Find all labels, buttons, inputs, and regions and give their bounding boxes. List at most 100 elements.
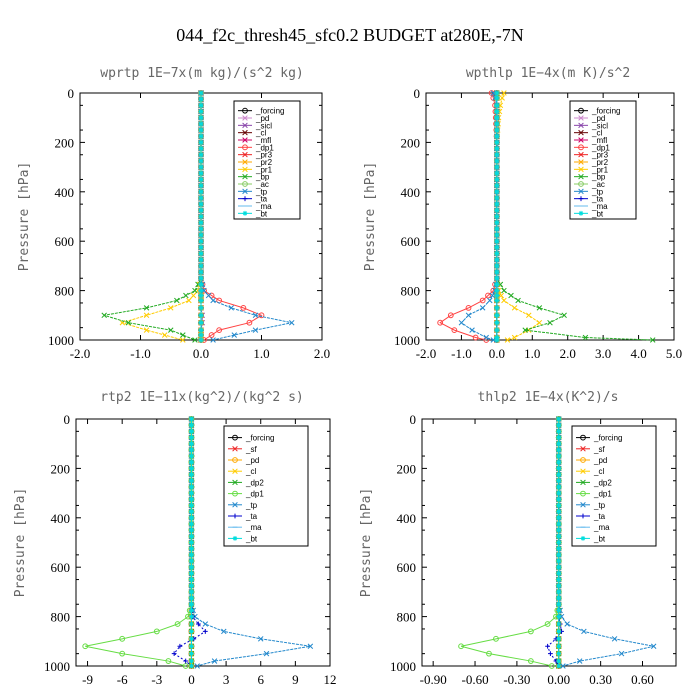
x-tick-label: -1.0 [451,346,472,361]
plot-frame [75,418,331,667]
series-marker [581,628,587,635]
series-marker [494,298,500,303]
series-marker [490,90,497,96]
panel-title: rtp2 1E−11x(kg^2)/(kg^2 s) [100,390,304,405]
series-marker [198,102,204,108]
series-marker [194,663,200,669]
legend-marker [232,513,238,519]
series-marker [211,658,218,664]
chart-panel-3: rtp2 1E−11x(kg^2)/(kg^2 s) Pressure [hPa]… [13,390,337,687]
series-marker [494,109,500,114]
series-marker [494,146,500,151]
series-marker [618,650,625,657]
legend-label: _tp [245,501,258,510]
series-marker [556,447,562,453]
series-marker [205,292,212,299]
series-pr1 [119,90,204,343]
legend-label: _mfl [255,136,271,145]
series-marker [198,195,204,201]
series-marker [556,490,562,496]
series-marker [189,416,194,422]
y-tick-label: 800 [401,284,421,299]
series-line [104,93,202,341]
series-marker [189,621,194,627]
series-marker [494,115,500,121]
series-marker [515,297,521,304]
series-marker [189,595,194,601]
series-marker [198,269,204,275]
series-marker [180,332,186,338]
series-marker [494,158,500,164]
legend-marker [578,144,584,151]
figure-title: 044_f2c_thresh45_sfc0.2 BUDGET at280E,-7… [176,25,524,45]
series-marker [186,297,192,304]
series-marker [198,220,204,226]
legend-label: _pr1 [255,165,273,174]
series-marker [198,214,204,219]
series-marker [189,614,194,619]
legend-marker [578,188,584,195]
series-marker [511,305,518,311]
series-marker [556,496,562,502]
legend-label: _ma [255,202,272,211]
legend-marker [580,536,586,541]
series-marker [494,164,500,170]
x-tick-label: 9 [292,672,299,687]
series-marker [547,651,553,657]
series-marker [556,478,562,484]
series-marker [556,601,562,607]
y-tick-label: 200 [401,135,421,150]
y-tick-label: 600 [401,234,421,249]
y-tick-label: 800 [397,610,417,625]
series-marker [556,595,562,601]
x-tick-label: 0.60 [631,672,654,687]
series-marker [650,643,657,649]
series-marker [198,96,204,102]
series-marker [198,293,204,298]
series-marker [522,327,528,333]
series-marker [556,441,562,447]
legend-label: _ac [591,180,605,189]
x-tick-label: 1.0 [524,346,540,361]
series-marker [556,564,562,570]
legend-label: _tp [593,501,606,510]
chart-panel-4: thlp2 1E−4x(K^2)/s Pressure [hPa] 0 200 400 6… [359,390,677,687]
panel-title: wprtp 1E−7x(m kg)/(s^2 kg) [100,66,304,81]
legend-label: _ac [255,180,269,189]
series-marker [198,263,204,269]
series-marker [258,312,265,319]
legend-marker [242,151,248,158]
series-marker [556,608,562,613]
y-axis-label: Pressure [hPa] [17,162,32,272]
legend-marker [232,446,238,452]
legend-label: _cl [255,129,266,138]
x-tick-label: 2.0 [560,346,576,361]
series-marker [556,435,562,440]
series-marker [143,327,150,333]
series-tp [458,90,500,343]
legend-label: _pr3 [591,151,609,160]
series-marker [494,337,500,343]
series-marker [198,232,204,238]
series-marker [547,319,553,326]
x-tick-label: -0.90 [420,672,447,687]
series-marker [190,292,197,299]
series-marker [494,214,500,219]
series-marker [189,589,194,595]
legend-label: _dp2 [245,478,264,487]
series-marker [437,319,444,326]
x-tick-label: 2.0 [314,346,330,361]
y-axis-label: Pressure [hPa] [13,488,28,598]
series-marker [198,305,204,311]
y-tick-label: 1000 [394,333,420,348]
series-marker [143,312,150,319]
series-marker [228,305,235,311]
legend-label: _bt [255,209,268,218]
series-marker [189,503,194,508]
series-marker [494,220,500,226]
chart-panel-1: wprtp 1E−7x(m kg)/(s^2 kg) Pressure [hPa]… [17,66,330,361]
series-marker [165,658,172,664]
series-marker [556,651,562,657]
legend-marker [232,490,238,497]
legend-marker [580,502,586,508]
